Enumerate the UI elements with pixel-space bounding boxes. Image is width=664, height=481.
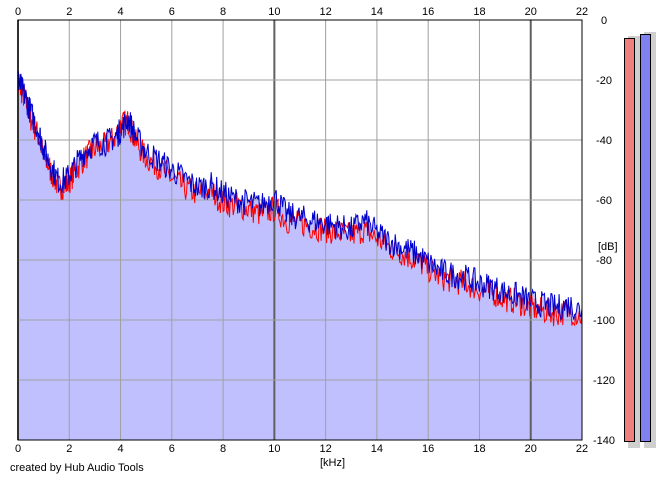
y-tick-label: -40 (596, 135, 612, 147)
x-tick-label-top: 8 (220, 6, 226, 18)
y-tick-label: -100 (593, 315, 615, 327)
x-tick-label-top: 22 (576, 6, 588, 18)
x-axis-label: [kHz] (320, 457, 346, 469)
right-level-meter (640, 34, 651, 442)
spectrum-fill (18, 71, 582, 440)
x-tick-label-top: 16 (422, 6, 434, 18)
x-tick-label-bottom: 0 (15, 443, 21, 455)
x-tick-label-bottom: 4 (117, 443, 123, 455)
x-tick-label-bottom: 14 (371, 443, 383, 455)
x-tick-label-top: 2 (66, 6, 72, 18)
right-channel-line (17, 71, 583, 322)
y-tick-label: -60 (596, 195, 612, 207)
x-tick-label-bottom: 12 (320, 443, 332, 455)
y-tick-label: 0 (601, 15, 607, 27)
x-tick-label-top: 18 (473, 6, 485, 18)
x-tick-label-top: 14 (371, 6, 383, 18)
x-tick-label-bottom: 16 (422, 443, 434, 455)
x-tick-label-top: 10 (268, 6, 280, 18)
y-tick-label: -80 (596, 255, 612, 267)
x-tick-label-top: 4 (117, 6, 123, 18)
x-tick-label-top: 20 (525, 6, 537, 18)
y-axis-label: [dB] (598, 241, 618, 253)
y-tick-label: -140 (593, 435, 615, 447)
plot-frame (17, 19, 583, 441)
y-tick-label: -20 (596, 75, 612, 87)
credit-text: created by Hub Audio Tools (10, 462, 144, 474)
y-tick-label: -120 (593, 375, 615, 387)
x-tick-label-top: 12 (320, 6, 332, 18)
x-tick-label-bottom: 22 (576, 443, 588, 455)
x-tick-label-bottom: 10 (268, 443, 280, 455)
x-tick-label-top: 0 (15, 6, 21, 18)
x-tick-label-bottom: 2 (66, 443, 72, 455)
x-tick-label-bottom: 8 (220, 443, 226, 455)
x-tick-label-bottom: 6 (169, 443, 175, 455)
x-tick-label-bottom: 20 (525, 443, 537, 455)
x-tick-label-bottom: 18 (473, 443, 485, 455)
x-tick-label-top: 6 (169, 6, 175, 18)
left-level-meter (624, 38, 635, 442)
